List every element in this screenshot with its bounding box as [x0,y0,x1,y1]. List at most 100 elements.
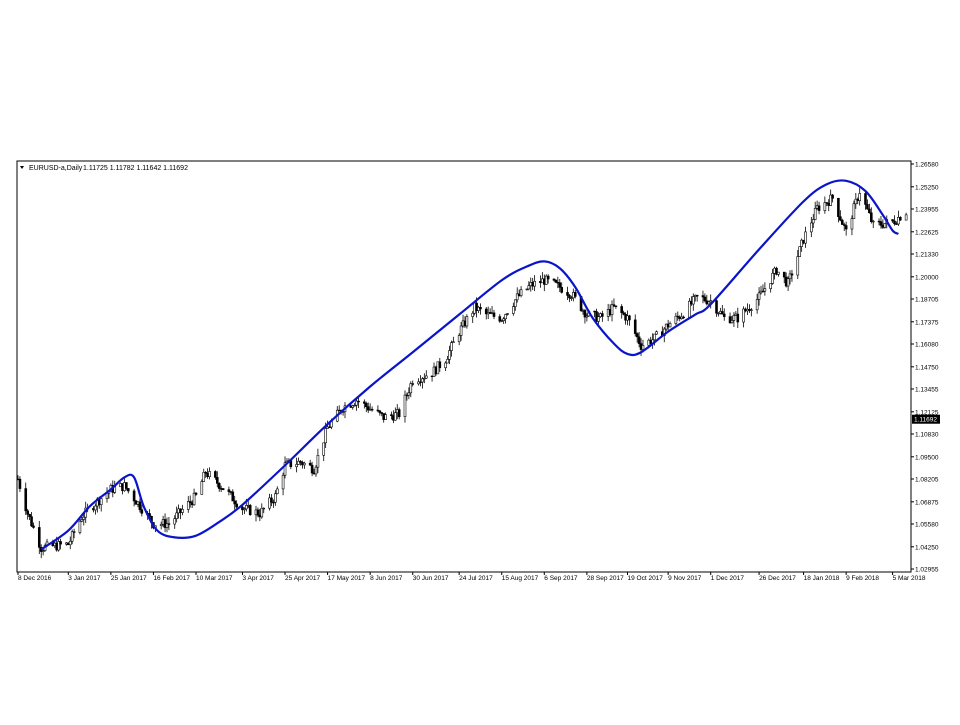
x-tick-label: 24 Jul 2017 [459,575,493,582]
candle-body [512,306,515,314]
candle-body [200,481,204,495]
candle-body [635,333,639,338]
candle-body [57,541,60,551]
y-tick-label: 1.10830 [915,432,939,439]
candle-body [353,404,356,407]
triangle-down-icon[interactable] [20,166,24,169]
candle-body [78,520,82,533]
candle-body [295,464,298,468]
candle-body [99,498,103,506]
candle-body [221,488,225,491]
candle-body [41,550,45,552]
candle-body [777,271,780,275]
x-tick-label: 1 Dec 2017 [711,575,745,582]
candle-body [357,400,360,403]
candle-body [653,333,656,341]
candle-body [274,493,277,503]
candle-body [883,223,887,228]
candle-body [235,503,238,508]
candle-body [268,497,271,509]
candle-body [384,414,387,420]
candle-body [570,297,573,299]
x-tick-label: 15 Aug 2017 [502,575,539,582]
x-axis: 8 Dec 2016 3 Jan 2017 25 Jan 2017 16 Feb 20… [17,572,926,582]
candle-body [585,315,589,318]
candle-body [217,483,221,489]
candle-body [37,527,41,548]
candle-body [188,501,192,503]
candle-body [771,272,774,284]
candle-body [757,292,761,300]
candle-body [769,283,772,289]
candle-body [18,478,22,489]
x-tick-label: 10 Mar 2017 [196,575,233,582]
candle-body [811,219,815,224]
candle-body [260,507,264,518]
current-price-tag [912,414,940,424]
candle-body [533,281,536,287]
candle-body [68,540,72,546]
candle-body [72,531,76,533]
candle-body [452,341,455,344]
candle-body [695,294,699,297]
candle-body [299,460,302,463]
candle-body [707,301,711,305]
candle-body [322,442,326,456]
candle-body [500,320,504,322]
candle-body [879,221,883,226]
candle-body [798,246,802,257]
candle-body [125,482,128,489]
trend-curve [40,179,899,551]
x-tick-label: 5 Mar 2018 [893,575,926,582]
candle-body [633,319,637,334]
candle-body [620,306,623,314]
candle-body [637,336,641,344]
candle-body [245,505,248,510]
candle-body [788,273,792,280]
candle-body [173,518,177,525]
x-tick-label: 8 Jun 2017 [370,575,403,582]
candle-body [310,464,314,474]
candle-body [80,519,84,522]
candle-body [573,292,577,297]
candle-body [256,509,260,516]
candle-body [272,501,275,504]
candle-body [411,383,415,385]
candle-body [676,315,680,318]
candle-body [165,523,169,528]
x-tick-label: 25 Apr 2017 [285,575,320,582]
candle-body [204,472,207,474]
candle-body [817,205,821,211]
candle-body [186,501,190,510]
candle-body [614,305,618,307]
candle-body [655,331,658,335]
plot-area[interactable] [16,160,912,573]
candle-body [850,218,854,230]
candle-body [283,462,287,476]
candle-body [513,299,517,307]
candle-body [810,222,813,233]
candle-body [525,288,529,291]
candle-body [243,508,246,511]
candle-body [355,400,358,406]
candle-body [566,292,569,296]
candle-body [583,310,587,318]
candle-body [831,194,834,199]
candle-body [691,296,695,305]
candle-body [316,454,320,468]
candle-body [519,289,523,296]
candle-body [407,392,411,396]
y-tick-label: 1.22625 [915,229,939,236]
candle-body [871,220,875,223]
candle-body [730,320,734,324]
y-tick-label: 1.04250 [915,544,939,551]
candle-body [70,531,74,542]
candle-body [465,316,469,327]
candle-body [397,409,401,418]
candle-body [544,275,548,285]
candle-body [446,359,449,364]
candle-body [351,405,355,408]
candle-body [864,193,867,205]
candle-body [403,394,407,418]
